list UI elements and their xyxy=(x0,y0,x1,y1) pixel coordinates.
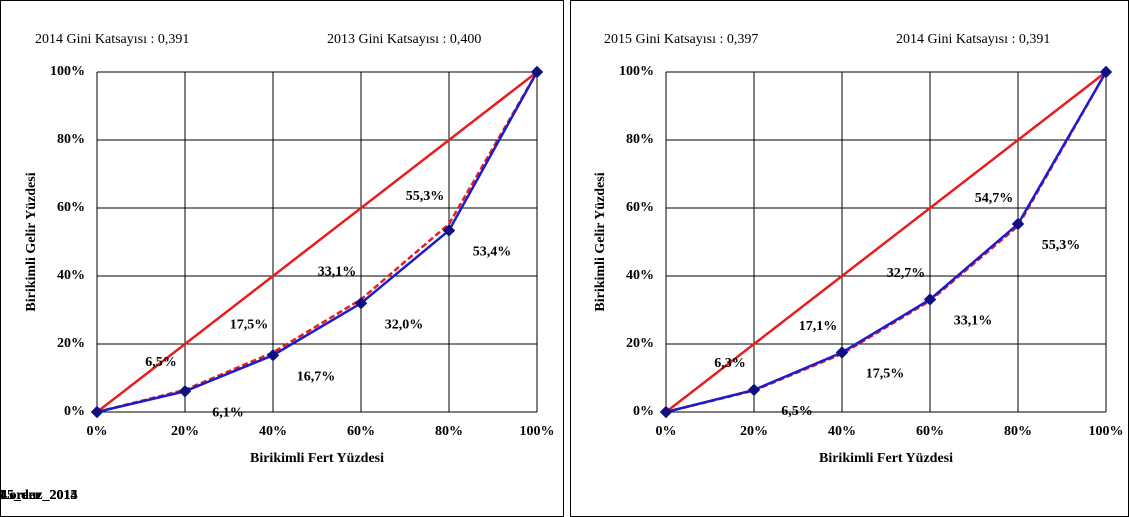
point xyxy=(835,346,849,359)
point xyxy=(747,383,761,397)
y-tick-label: 0% xyxy=(64,404,85,419)
x-tick-label: 100% xyxy=(1089,424,1124,439)
legend-label: Lorenz_2014 xyxy=(0,488,78,503)
legend-label: Lorenz_2014 xyxy=(0,488,78,503)
point xyxy=(90,405,104,419)
legend-label: 45_der xyxy=(0,488,41,503)
y-tick-label: 60% xyxy=(57,200,85,215)
data-label: 55,3% xyxy=(406,189,445,204)
data-label: 6,1% xyxy=(212,405,244,420)
y-tick-label: 100% xyxy=(50,64,85,79)
legend-label: Lorenz_2015 xyxy=(0,488,78,503)
data-label: 32,0% xyxy=(385,317,424,332)
x-axis-label: Birikimli Fert Yüzdesi xyxy=(250,451,384,466)
point xyxy=(659,405,673,419)
x-tick-label: 20% xyxy=(171,424,199,439)
legend-label: Lorenz_2013 xyxy=(0,488,78,503)
annotation: 2014 Gini Katsayısı : 0,391 xyxy=(896,32,1050,47)
x-tick-label: 40% xyxy=(828,424,856,439)
y-axis-label: Birikimli Gelir Yüzdesi xyxy=(24,172,39,311)
point xyxy=(178,385,192,398)
x-tick-label: 40% xyxy=(259,424,287,439)
y-tick-label: 60% xyxy=(626,200,654,215)
data-label: 17,5% xyxy=(866,367,905,382)
x-tick-label: 100% xyxy=(520,424,555,439)
y-tick-label: 20% xyxy=(626,336,654,351)
point xyxy=(530,65,544,79)
annotation: 2013 Gini Katsayısı : 0,400 xyxy=(327,32,481,47)
data-label: 53,4% xyxy=(473,245,512,260)
x-tick-label: 80% xyxy=(435,424,463,439)
data-label: 16,7% xyxy=(297,369,336,384)
y-tick-label: 20% xyxy=(57,336,85,351)
series-line xyxy=(665,71,1108,414)
y-tick-label: 80% xyxy=(57,132,85,147)
point xyxy=(923,293,937,306)
point xyxy=(442,224,456,237)
legend-label: 45_der xyxy=(0,488,41,503)
annotation: 2014 Gini Katsayısı : 0,391 xyxy=(35,32,189,47)
data-label: 33,1% xyxy=(954,314,993,329)
x-tick-label: 0% xyxy=(656,424,677,439)
y-axis-label: Birikimli Gelir Yüzdesi xyxy=(593,172,608,311)
y-tick-label: 40% xyxy=(57,268,85,283)
x-axis-label: Birikimli Fert Yüzdesi xyxy=(819,451,953,466)
series-line xyxy=(96,71,538,413)
data-label: 6,3% xyxy=(714,356,746,371)
x-tick-label: 0% xyxy=(87,424,108,439)
x-tick-label: 20% xyxy=(740,424,768,439)
series-line xyxy=(96,71,539,414)
data-label: 17,1% xyxy=(799,319,838,334)
y-tick-label: 100% xyxy=(619,64,654,79)
data-label: 33,1% xyxy=(318,265,357,280)
x-tick-label: 60% xyxy=(347,424,375,439)
data-label: 6,5% xyxy=(781,404,813,419)
point xyxy=(354,296,368,310)
data-label: 17,5% xyxy=(230,318,269,333)
data-label: 55,3% xyxy=(1042,238,1081,253)
data-label: 54,7% xyxy=(975,191,1014,206)
point xyxy=(1099,65,1113,79)
y-tick-label: 80% xyxy=(626,132,654,147)
point xyxy=(266,349,280,362)
data-label: 32,7% xyxy=(887,266,926,281)
data-label: 6,5% xyxy=(145,355,177,370)
x-tick-label: 60% xyxy=(916,424,944,439)
y-tick-label: 40% xyxy=(626,268,654,283)
annotation: 2015 Gini Katsayısı : 0,397 xyxy=(604,32,758,47)
point xyxy=(1011,217,1025,231)
y-tick-label: 0% xyxy=(633,404,654,419)
series-line xyxy=(665,71,1107,413)
x-tick-label: 80% xyxy=(1004,424,1032,439)
